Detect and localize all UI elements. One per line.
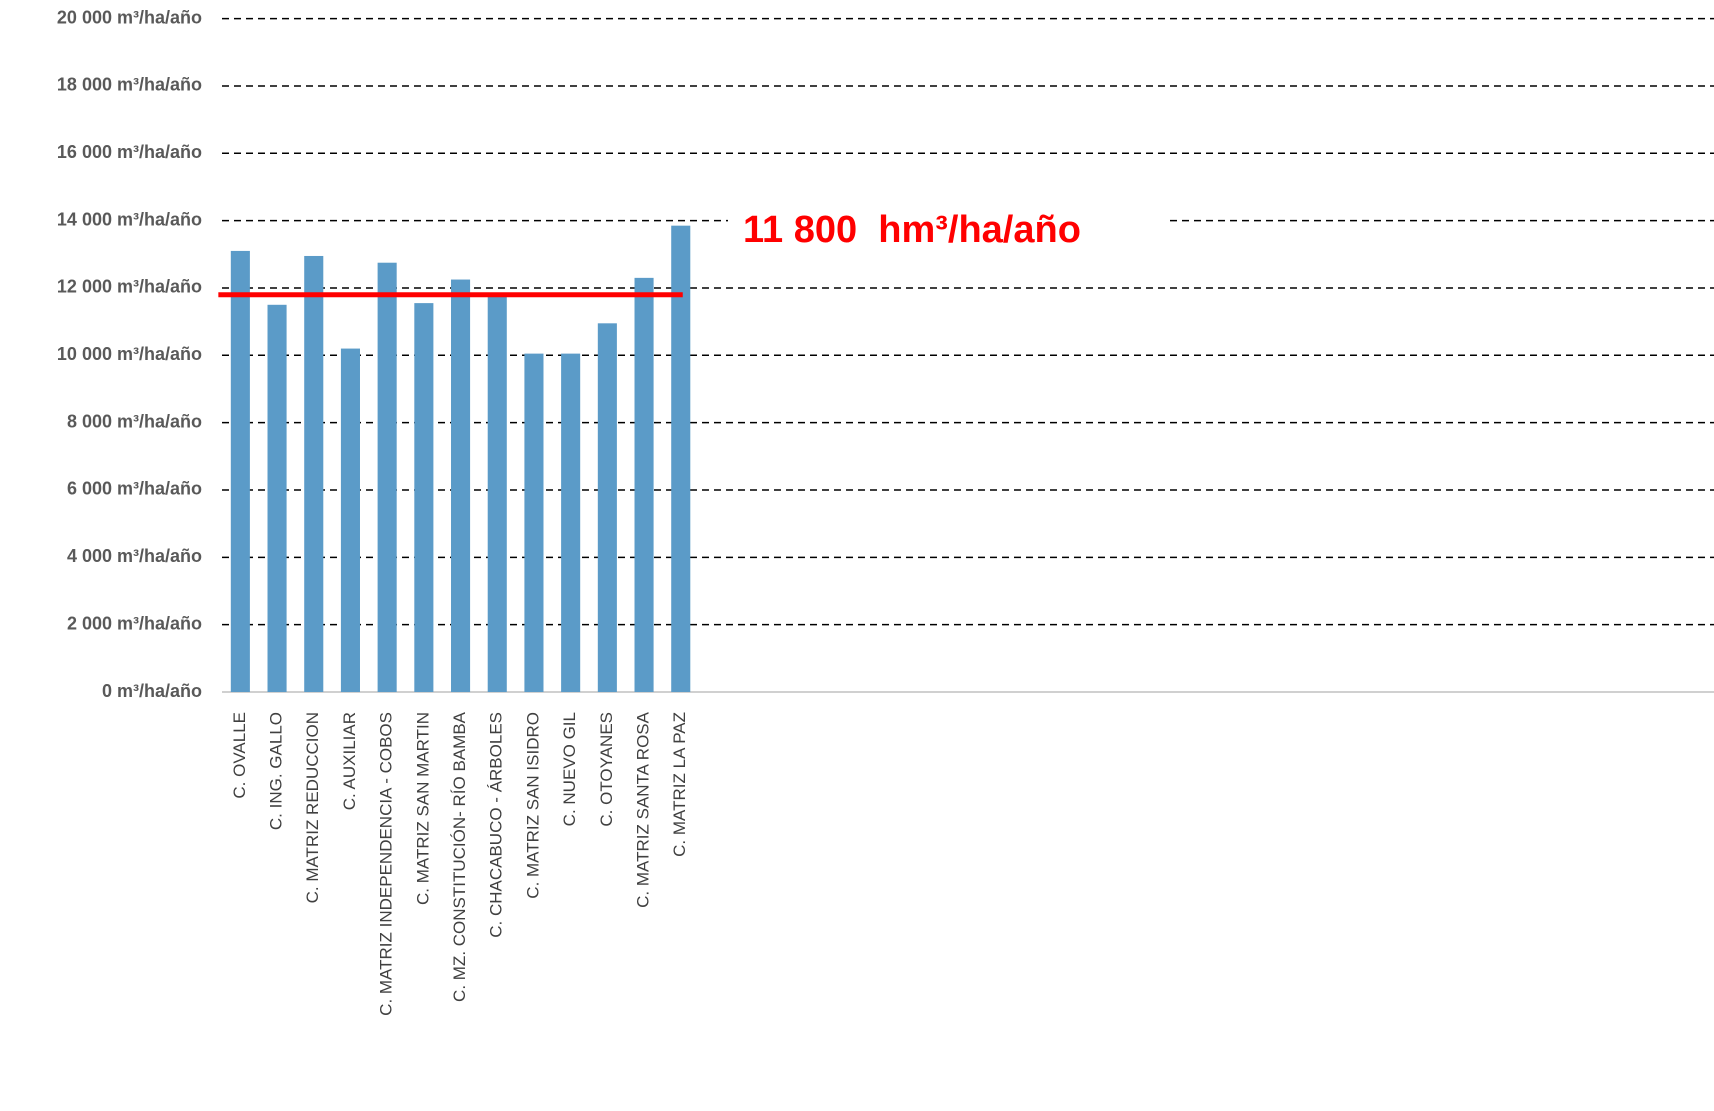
bar (487, 293, 507, 692)
bar (561, 353, 581, 692)
y-tick-label: 2 000 m³/ha/año (67, 613, 202, 633)
bar (524, 353, 544, 692)
x-tick-label: C. MZ. CONSTITUCIÓN- RÍO BAMBA (450, 711, 469, 1002)
y-tick-label: 6 000 m³/ha/año (67, 479, 202, 499)
x-tick-label: C. CHACABUCO - ÁRBOLES (487, 712, 506, 938)
y-tick-label: 10 000 m³/ha/año (57, 344, 202, 364)
x-tick-label: C. OTOYANES (597, 712, 616, 827)
y-tick-label: 20 000 m³/ha/año (57, 7, 202, 27)
bar (267, 304, 287, 692)
x-tick-label: C. MATRIZ SAN ISIDRO (523, 712, 542, 899)
x-tick-label: C. MATRIZ LA PAZ (670, 712, 689, 857)
y-tick-label: 12 000 m³/ha/año (57, 277, 202, 297)
bar (634, 277, 654, 692)
x-tick-label: C. MATRIZ INDEPENDENCIA - COBOS (377, 712, 396, 1016)
y-tick-label: 18 000 m³/ha/año (57, 75, 202, 95)
annotation-bg (728, 205, 1168, 257)
bar (597, 323, 617, 692)
x-tick-label: C. MATRIZ SANTA ROSA (634, 711, 653, 907)
x-tick-label: C. AUXILIAR (340, 712, 359, 810)
bar (340, 348, 360, 692)
reference-label: 11 800 hm³/ha/año (743, 209, 1081, 251)
bar (304, 255, 324, 692)
bar (671, 225, 691, 692)
x-tick-label: C. NUEVO GIL (560, 712, 579, 826)
y-tick-label: 16 000 m³/ha/año (57, 142, 202, 162)
bar (377, 262, 397, 692)
bar (451, 279, 471, 692)
x-tick-label: C. OVALLE (230, 712, 249, 799)
y-tick-label: 14 000 m³/ha/año (57, 209, 202, 229)
x-tick-label: C. ING. GALLO (267, 712, 286, 830)
bar (414, 303, 434, 692)
y-tick-label: 0 m³/ha/año (102, 681, 202, 701)
x-tick-label: C. MATRIZ SAN MARTIN (413, 712, 432, 905)
y-tick-label: 4 000 m³/ha/año (67, 546, 202, 566)
x-tick-label: C. MATRIZ REDUCCION (303, 712, 322, 903)
y-tick-label: 8 000 m³/ha/año (67, 411, 202, 431)
bar (230, 250, 250, 692)
